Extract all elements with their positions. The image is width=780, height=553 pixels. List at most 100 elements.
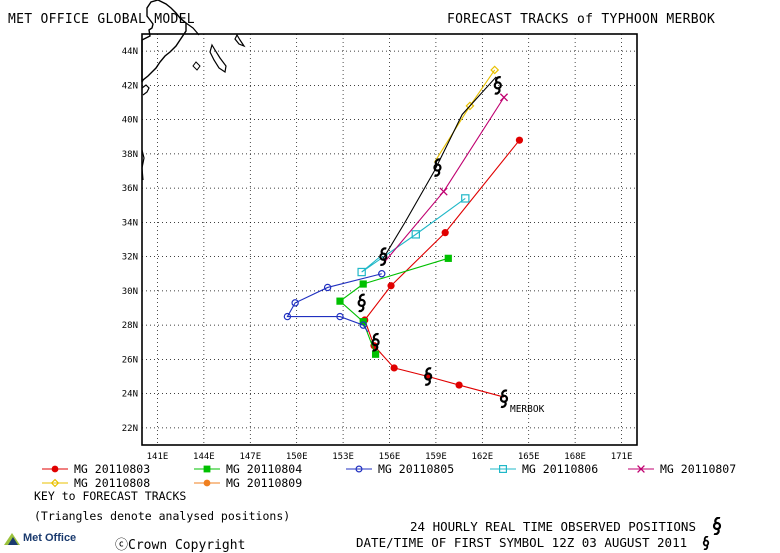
track-point xyxy=(323,283,332,292)
lat-tick-label: 22N xyxy=(122,424,138,434)
legend-item-mg-20110804: MG 20110804 xyxy=(194,462,302,476)
track-point xyxy=(515,136,524,144)
typhoon-symbol-icon xyxy=(493,76,502,95)
hokkaido-coast xyxy=(141,0,187,83)
track-point xyxy=(50,478,60,488)
typhoon-symbol-icon xyxy=(357,293,366,313)
legend-item-mg-20110806: MG 20110806 xyxy=(490,462,598,476)
lat-tick-label: 32N xyxy=(122,253,138,263)
lon-tick-label: 141E xyxy=(147,452,169,460)
lon-tick-label: 147E xyxy=(239,452,261,460)
track-mg-20110803 xyxy=(361,136,524,398)
lat-tick-label: 44N xyxy=(122,47,138,57)
typhoon-symbol-small-icon xyxy=(702,535,709,551)
kuril-island-1 xyxy=(209,43,227,74)
lat-tick-label: 34N xyxy=(122,218,138,228)
lat-tick-label: 28N xyxy=(122,321,138,331)
lat-tick-label: 42N xyxy=(122,81,138,91)
legend-swatch-icon xyxy=(42,465,68,473)
track-mg-20110804 xyxy=(336,254,452,358)
track-black xyxy=(382,76,497,259)
typhoon-symbol-icon xyxy=(371,332,380,352)
track-point xyxy=(499,93,509,102)
first-symbol-caption: DATE/TIME OF FIRST SYMBOL 12Z 03 AUGUST … xyxy=(356,535,713,551)
header-title-right: FORECAST TRACKS of TYPHOON MERBOK xyxy=(447,12,716,27)
met-office-logo-icon xyxy=(4,531,20,545)
track-line xyxy=(364,139,520,398)
track-point xyxy=(357,267,366,277)
legend-swatch-icon xyxy=(42,478,68,488)
lon-tick-label: 150E xyxy=(286,452,308,460)
map-frame xyxy=(141,33,638,446)
legend-label: MG 20110806 xyxy=(522,462,599,476)
storm-label-merbok: MERBOK xyxy=(510,404,545,415)
legend-swatch-icon xyxy=(194,465,220,473)
typhoon-symbol-icon xyxy=(712,516,721,536)
track-point xyxy=(387,282,395,290)
track-line xyxy=(286,273,382,333)
legend-item-mg-20110805: MG 20110805 xyxy=(346,462,454,476)
track-point xyxy=(439,187,448,196)
track-point xyxy=(444,254,452,262)
legend-label: MG 20110807 xyxy=(660,462,737,476)
track-mg-20110808 xyxy=(433,65,500,163)
legend-label: MG 20110809 xyxy=(226,476,303,490)
lon-tick-label: 153E xyxy=(332,452,354,460)
kuril-island-3 xyxy=(192,61,201,71)
track-point xyxy=(336,297,344,305)
track-point xyxy=(359,321,367,329)
track-point xyxy=(355,465,363,473)
track-point xyxy=(499,465,508,474)
track-point xyxy=(291,299,299,307)
track-point xyxy=(637,465,645,473)
first-symbol-text: DATE/TIME OF FIRST SYMBOL 12Z 03 AUGUST … xyxy=(356,535,688,550)
map-grid xyxy=(142,34,637,445)
header-title-left: MET OFFICE GLOBAL MODEL xyxy=(8,12,195,27)
typhoon-symbol-icon xyxy=(433,158,442,177)
legend-item-mg-20110808: MG 20110808 xyxy=(42,476,150,490)
track-line xyxy=(433,69,496,163)
axis-labels: 141E 144E 147E 150E 153E 156E 159E 162E 165E 168E… xyxy=(122,47,633,460)
observed-positions xyxy=(357,76,509,409)
legend-label: MG 20110805 xyxy=(378,462,455,476)
track-point xyxy=(371,350,380,358)
track-point xyxy=(203,479,211,487)
legend-item-mg-20110809: MG 20110809 xyxy=(194,476,302,490)
track-mg-20110806 xyxy=(357,194,470,277)
brand-text: Met Office xyxy=(23,532,77,544)
track-point xyxy=(411,230,420,239)
met-office-logo: Met Office xyxy=(4,531,76,545)
lon-tick-label: 159E xyxy=(425,452,447,460)
lon-tick-label: 168E xyxy=(564,452,586,460)
track-point xyxy=(378,270,386,278)
track-point xyxy=(336,312,344,321)
track-line xyxy=(361,197,466,273)
track-line xyxy=(382,97,505,264)
track-point xyxy=(283,312,292,321)
legend-swatch-icon xyxy=(490,465,516,474)
key-title: KEY to FORECAST TRACKS xyxy=(34,489,187,503)
legend-swatch-icon xyxy=(628,465,654,473)
lon-tick-label: 165E xyxy=(518,452,540,460)
lat-tick-label: 24N xyxy=(122,390,138,400)
track-line xyxy=(382,76,497,259)
lon-tick-label: 162E xyxy=(471,452,493,460)
observed-positions-caption: 24 HOURLY REAL TIME OBSERVED POSITIONS xyxy=(410,516,724,536)
kuril-island-2 xyxy=(234,33,246,48)
track-point xyxy=(390,364,398,372)
key-note: (Triangles denote analysed positions) xyxy=(34,509,291,523)
lon-tick-label: 144E xyxy=(193,452,215,460)
lat-tick-label: 40N xyxy=(122,116,138,126)
track-point xyxy=(461,194,470,203)
copyright: ⓒCrown Copyright xyxy=(115,534,245,553)
track-point xyxy=(490,65,500,75)
copyright-icon: ⓒ xyxy=(115,538,129,553)
copyright-text: Crown Copyright xyxy=(128,538,246,553)
legend-label: MG 20110804 xyxy=(226,462,303,476)
legend-label: MG 20110808 xyxy=(74,476,151,490)
typhoon-symbol-icon xyxy=(424,367,433,386)
typhoon-symbol-icon xyxy=(499,389,509,409)
legend-item-mg-20110803: MG 20110803 xyxy=(42,462,150,476)
track-point xyxy=(203,465,211,473)
coast-south xyxy=(141,84,150,96)
